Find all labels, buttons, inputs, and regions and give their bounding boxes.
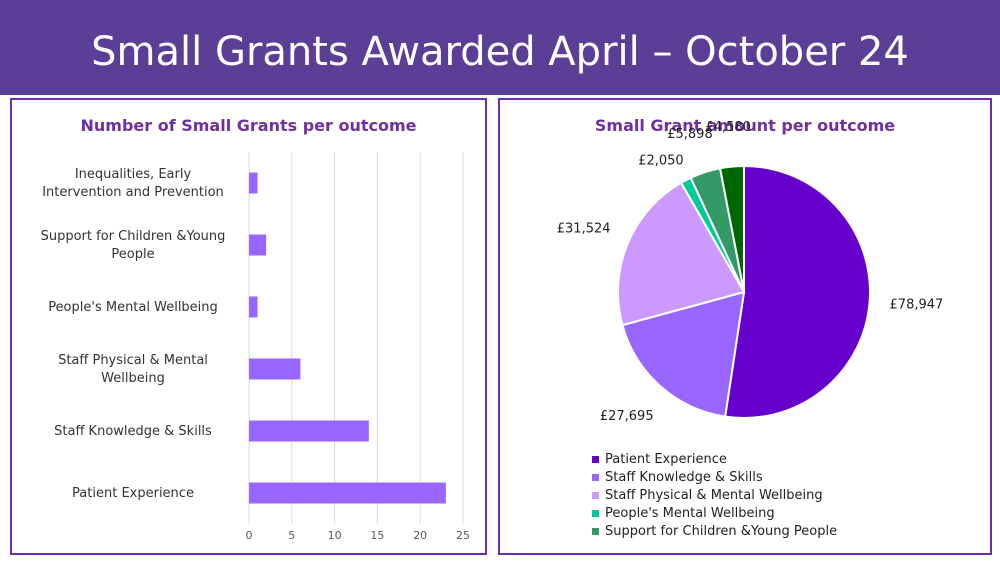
- pie-slice: [724, 164, 871, 419]
- bar-category-label: Support for Children &Young People: [41, 229, 226, 262]
- legend-swatch: [592, 491, 599, 499]
- pie-slice: [617, 181, 746, 327]
- legend-label: Staff Knowledge & Skills: [605, 469, 763, 485]
- legend-swatch: [592, 455, 599, 463]
- bar-x-tick-label: 20: [413, 529, 427, 542]
- legend-item: Staff Physical & Mental Wellbeing: [592, 486, 837, 504]
- bar: [249, 358, 301, 380]
- pie-chart-title: Small Grant amount per outcome: [594, 116, 896, 135]
- legend-swatch: [592, 527, 599, 535]
- bar: [249, 420, 369, 442]
- slide-title: Small Grants Awarded April – October 24: [91, 29, 909, 75]
- pie-slice: [718, 164, 745, 293]
- legend-label: Support for Children &Young People: [605, 523, 838, 539]
- bar-x-tick-label: 15: [370, 529, 384, 542]
- legend-item: Patient Experience: [592, 450, 837, 468]
- pie-legend: Patient Experience Staff Knowledge & Skil…: [592, 450, 837, 540]
- legend-item: People's Mental Wellbeing: [592, 504, 837, 522]
- pie-slice: [621, 290, 746, 418]
- bar-x-tick-label: 10: [328, 529, 342, 542]
- legend-item: Staff Knowledge & Skills: [592, 468, 837, 486]
- pie-data-label: £78,947: [890, 297, 944, 312]
- bar-category-label: Patient Experience: [72, 486, 194, 501]
- bar-chart: 0 5 10 15 20 25 Inequalities, Early Interventio…: [41, 152, 470, 542]
- legend-label: Staff Physical & Mental Wellbeing: [605, 487, 823, 503]
- bar: [249, 172, 258, 194]
- bar: [249, 296, 258, 318]
- legend-label: Patient Experience: [605, 451, 727, 467]
- title-banner: [0, 0, 1000, 95]
- bar-category-label: Staff Physical & Mental Wellbeing: [58, 353, 208, 386]
- pie-data-label: £4,580: [705, 120, 751, 135]
- pie-data-label: £2,050: [638, 154, 684, 169]
- pie-data-label: £31,524: [557, 222, 611, 237]
- bar-x-tick-label: 5: [288, 529, 295, 542]
- pie-data-label: £5,898: [667, 127, 713, 142]
- bar-category-label: Inequalities, Early Intervention and Prev…: [42, 167, 224, 200]
- bar-x-tick-label: 25: [456, 529, 470, 542]
- pie-chart-panel: Small Grant amount per outcome £78,947 £2…: [498, 98, 992, 555]
- pie-chart: £78,947 £27,695 £31,524 £2,050 £5,898£4,580: [557, 120, 944, 424]
- bar: [249, 234, 267, 256]
- bar-category-label: People's Mental Wellbeing: [48, 300, 218, 315]
- legend-swatch: [592, 509, 599, 517]
- bar-category-label: Staff Knowledge & Skills: [54, 424, 212, 439]
- bar-x-tick-label: 0: [246, 529, 253, 542]
- legend-item: Support for Children &Young People: [592, 522, 837, 540]
- bar: [249, 482, 446, 504]
- legend-swatch: [592, 473, 599, 481]
- legend-label: People's Mental Wellbeing: [605, 505, 775, 521]
- pie-data-label: £27,695: [600, 409, 654, 424]
- bar-chart-panel: Number of Small Grants per outcome 0 5 10 1…: [10, 98, 487, 555]
- bar-chart-title: Number of Small Grants per outcome: [80, 116, 417, 135]
